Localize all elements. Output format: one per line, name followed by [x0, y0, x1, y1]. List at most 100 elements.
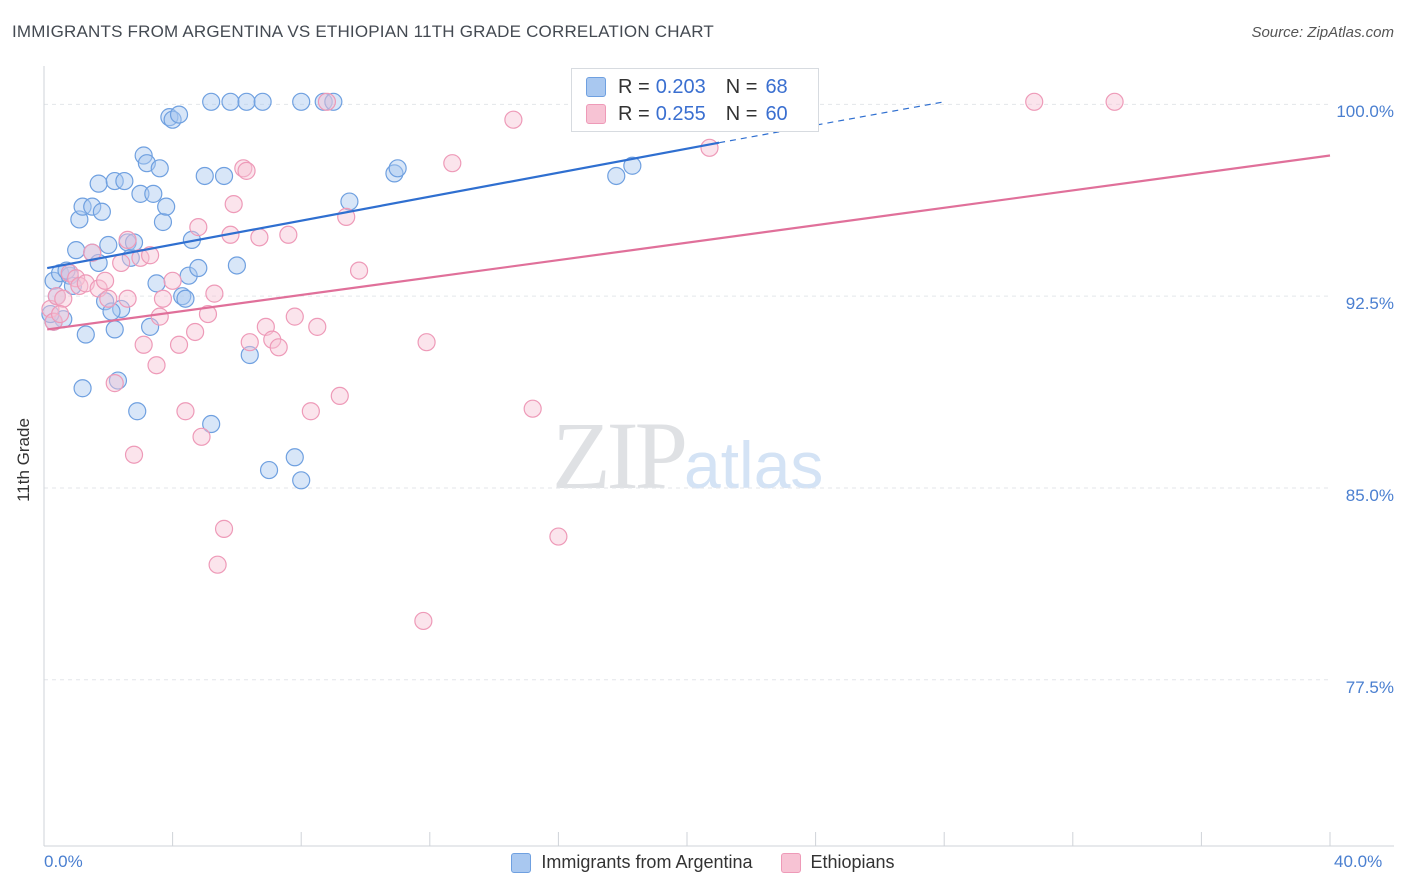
point-argentina — [237, 92, 256, 111]
point-ethiopians — [1105, 92, 1124, 111]
point-ethiopians — [112, 253, 131, 273]
point-argentina — [83, 197, 102, 216]
point-argentina — [131, 184, 150, 203]
chart-source: Source: ZipAtlas.com — [1251, 24, 1394, 41]
point-ethiopians — [176, 402, 195, 421]
point-ethiopians — [1025, 92, 1044, 111]
point-argentina — [92, 202, 111, 221]
y-tick-label: 100.0% — [1336, 102, 1394, 122]
trend-line-ethiopians — [47, 154, 1331, 331]
point-ethiopians — [240, 333, 259, 352]
point-argentina — [259, 460, 279, 480]
point-ethiopians — [169, 335, 189, 354]
point-argentina — [99, 235, 118, 255]
legend-label-argentina: Immigrants from Argentina — [541, 852, 753, 872]
stats-row-ethiopians: R = 0.255 N = 60 — [586, 102, 788, 126]
point-argentina — [115, 171, 134, 191]
point-argentina — [179, 266, 198, 285]
point-argentina — [108, 371, 128, 390]
n-label: N = — [725, 75, 758, 98]
legend-swatch-ethiopians — [780, 852, 801, 873]
point-argentina — [292, 92, 311, 111]
point-argentina — [67, 241, 86, 260]
point-argentina — [76, 325, 95, 344]
point-ethiopians — [308, 317, 327, 336]
point-ethiopians — [140, 246, 160, 265]
point-ethiopians — [237, 161, 256, 180]
point-argentina — [202, 414, 221, 434]
swatch-argentina — [586, 77, 606, 97]
watermark-atlas: atlas — [684, 428, 824, 502]
point-ethiopians — [443, 154, 462, 173]
point-argentina — [147, 274, 166, 293]
y-tick-label: 85.0% — [1345, 485, 1394, 505]
r-label: R = — [618, 75, 650, 98]
point-ethiopians — [250, 228, 269, 247]
point-ethiopians — [153, 289, 173, 308]
point-ethiopians — [105, 374, 124, 393]
legend-item-ethiopians[interactable]: Ethiopians — [780, 852, 895, 873]
point-ethiopians — [279, 225, 298, 244]
series-legend: Immigrants from Argentina Ethiopians — [0, 852, 1406, 873]
point-argentina — [324, 92, 343, 111]
point-ethiopians — [99, 289, 118, 308]
point-ethiopians — [95, 271, 115, 290]
point-argentina — [253, 92, 272, 111]
point-ethiopians — [301, 402, 320, 421]
point-ethiopians — [54, 289, 73, 308]
r-value: 0.255 — [655, 102, 706, 125]
legend-item-argentina[interactable]: Immigrants from Argentina — [511, 852, 753, 873]
point-argentina — [340, 192, 359, 211]
point-ethiopians — [700, 138, 719, 157]
stats-legend: R = 0.203 N = 68 R = 0.255 N = 60 — [571, 68, 819, 132]
trend-line-argentina-extension — [719, 101, 945, 144]
point-argentina — [292, 471, 311, 490]
point-ethiopians — [234, 159, 253, 178]
point-ethiopians — [549, 527, 568, 546]
point-argentina — [105, 171, 124, 191]
point-ethiopians — [269, 338, 288, 357]
point-argentina — [240, 345, 259, 365]
point-argentina — [227, 256, 246, 275]
chart-title: IMMIGRANTS FROM ARGENTINA VS ETHIOPIAN 1… — [12, 22, 714, 41]
point-ethiopians — [317, 92, 337, 111]
legend-label-ethiopians: Ethiopians — [810, 852, 895, 872]
y-tick-label: 92.5% — [1345, 294, 1394, 314]
point-ethiopians — [189, 218, 208, 237]
point-argentina — [169, 105, 189, 124]
point-ethiopians — [285, 307, 304, 326]
point-argentina — [285, 448, 304, 467]
legend-swatch-argentina — [511, 852, 532, 873]
point-argentina — [221, 92, 240, 111]
point-argentina — [195, 166, 214, 186]
point-argentina — [202, 92, 221, 111]
point-ethiopians — [205, 284, 224, 303]
point-ethiopians — [147, 356, 166, 375]
trend-line-argentina — [47, 141, 720, 270]
point-ethiopians — [192, 427, 211, 446]
x-tick-max: 40.0% — [1334, 852, 1383, 871]
swatch-ethiopians — [586, 104, 606, 124]
point-ethiopians — [150, 307, 169, 326]
n-value: 68 — [765, 75, 788, 98]
point-ethiopians — [163, 271, 182, 290]
point-argentina — [73, 379, 92, 398]
point-ethiopians — [414, 611, 433, 631]
point-argentina — [214, 166, 234, 186]
point-ethiopians — [124, 445, 144, 464]
point-argentina — [89, 174, 108, 193]
watermark: ZIPatlas — [552, 400, 823, 511]
r-value: 0.203 — [655, 75, 706, 98]
point-argentina — [153, 212, 173, 232]
point-ethiopians — [504, 110, 523, 129]
y-tick-label: 77.5% — [1345, 677, 1394, 697]
point-argentina — [157, 197, 176, 216]
r-label: R = — [618, 102, 650, 125]
point-ethiopians — [198, 304, 218, 324]
point-ethiopians — [186, 322, 205, 342]
point-argentina — [176, 289, 195, 308]
stats-row-argentina: R = 0.203 N = 68 — [586, 75, 788, 99]
point-ethiopians — [224, 194, 243, 214]
n-value: 60 — [765, 102, 788, 125]
